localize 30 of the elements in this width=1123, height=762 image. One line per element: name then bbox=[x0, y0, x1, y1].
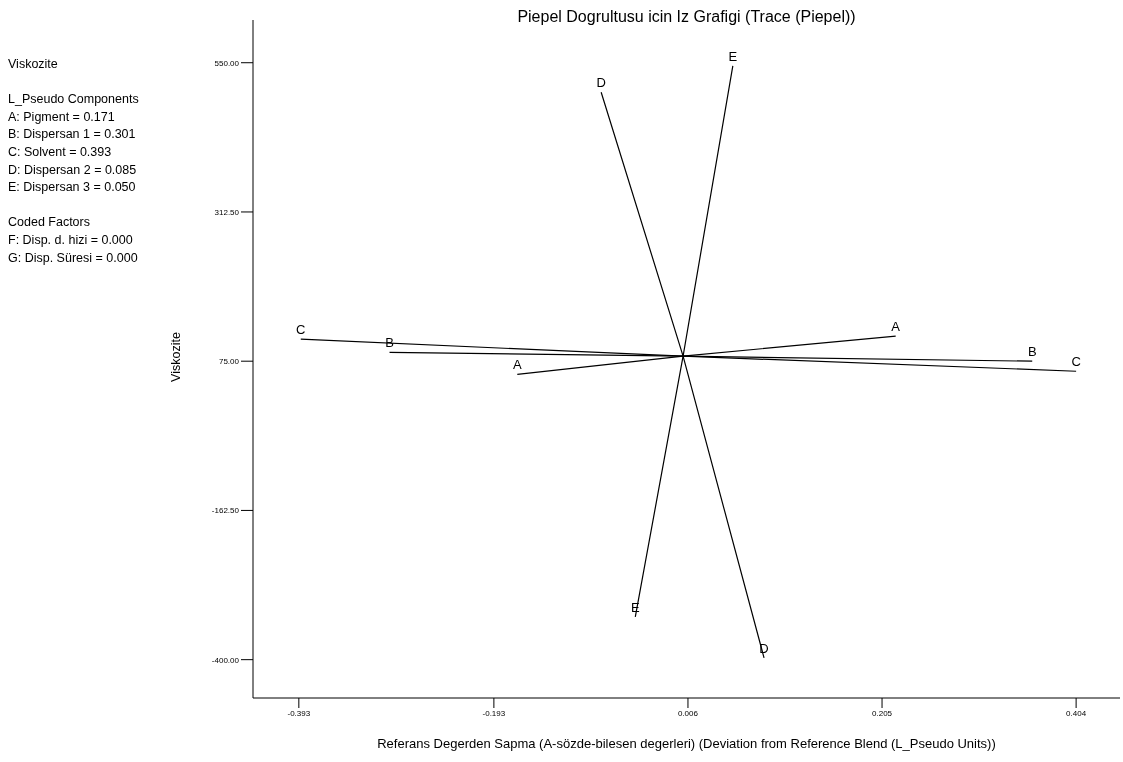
x-tick-label: -0.193 bbox=[482, 708, 506, 718]
text: B: Dispersan 1 = 0.301 bbox=[8, 126, 137, 144]
series-label: B bbox=[1027, 344, 1037, 360]
x-tick-label: 0.404 bbox=[1066, 708, 1087, 718]
text: E bbox=[728, 48, 738, 64]
y-tick-label: 75.00 bbox=[218, 357, 240, 367]
text: G: Disp. Süresi = 0.000 bbox=[8, 249, 139, 267]
text: L_Pseudo Components bbox=[8, 91, 139, 109]
y-tick-label: 550.00 bbox=[214, 58, 240, 68]
text: D: Dispersan 2 = 0.085 bbox=[8, 161, 138, 179]
text: A: Pigment = 0.171 bbox=[8, 108, 116, 126]
series-label: A bbox=[512, 357, 522, 373]
x-axis-title: Referans Degerden Sapma (A-sözde-bilesen degerleri) (Deviation from Reference Blend (L_Pseudo Units)) bbox=[376, 736, 997, 751]
x-tick-label: 0.006 bbox=[677, 708, 699, 718]
text: C bbox=[296, 322, 306, 338]
text: A bbox=[891, 319, 901, 335]
y-tick-label: 312.50 bbox=[214, 207, 240, 217]
series-label: C bbox=[1071, 354, 1081, 370]
text: D bbox=[596, 75, 606, 91]
y-tick-label: -400.00 bbox=[211, 655, 240, 665]
chart-title: Piepel Dogrultusu icin Iz Grafigi (Trace (Piepel)) bbox=[516, 8, 857, 26]
y-tick-label: -162.50 bbox=[211, 506, 240, 516]
x-tick-label: -0.393 bbox=[287, 708, 311, 718]
text: Coded Factors bbox=[8, 214, 91, 232]
text: E: Dispersan 3 = 0.050 bbox=[8, 179, 137, 197]
y-axis-title: Viskozite bbox=[169, 332, 183, 382]
text: C: Solvent = 0.393 bbox=[8, 143, 113, 161]
x-tick-label: 0.205 bbox=[872, 708, 893, 718]
text: Viskozite bbox=[8, 56, 59, 73]
text: F: Disp. d. hizi = 0.000 bbox=[8, 231, 134, 249]
